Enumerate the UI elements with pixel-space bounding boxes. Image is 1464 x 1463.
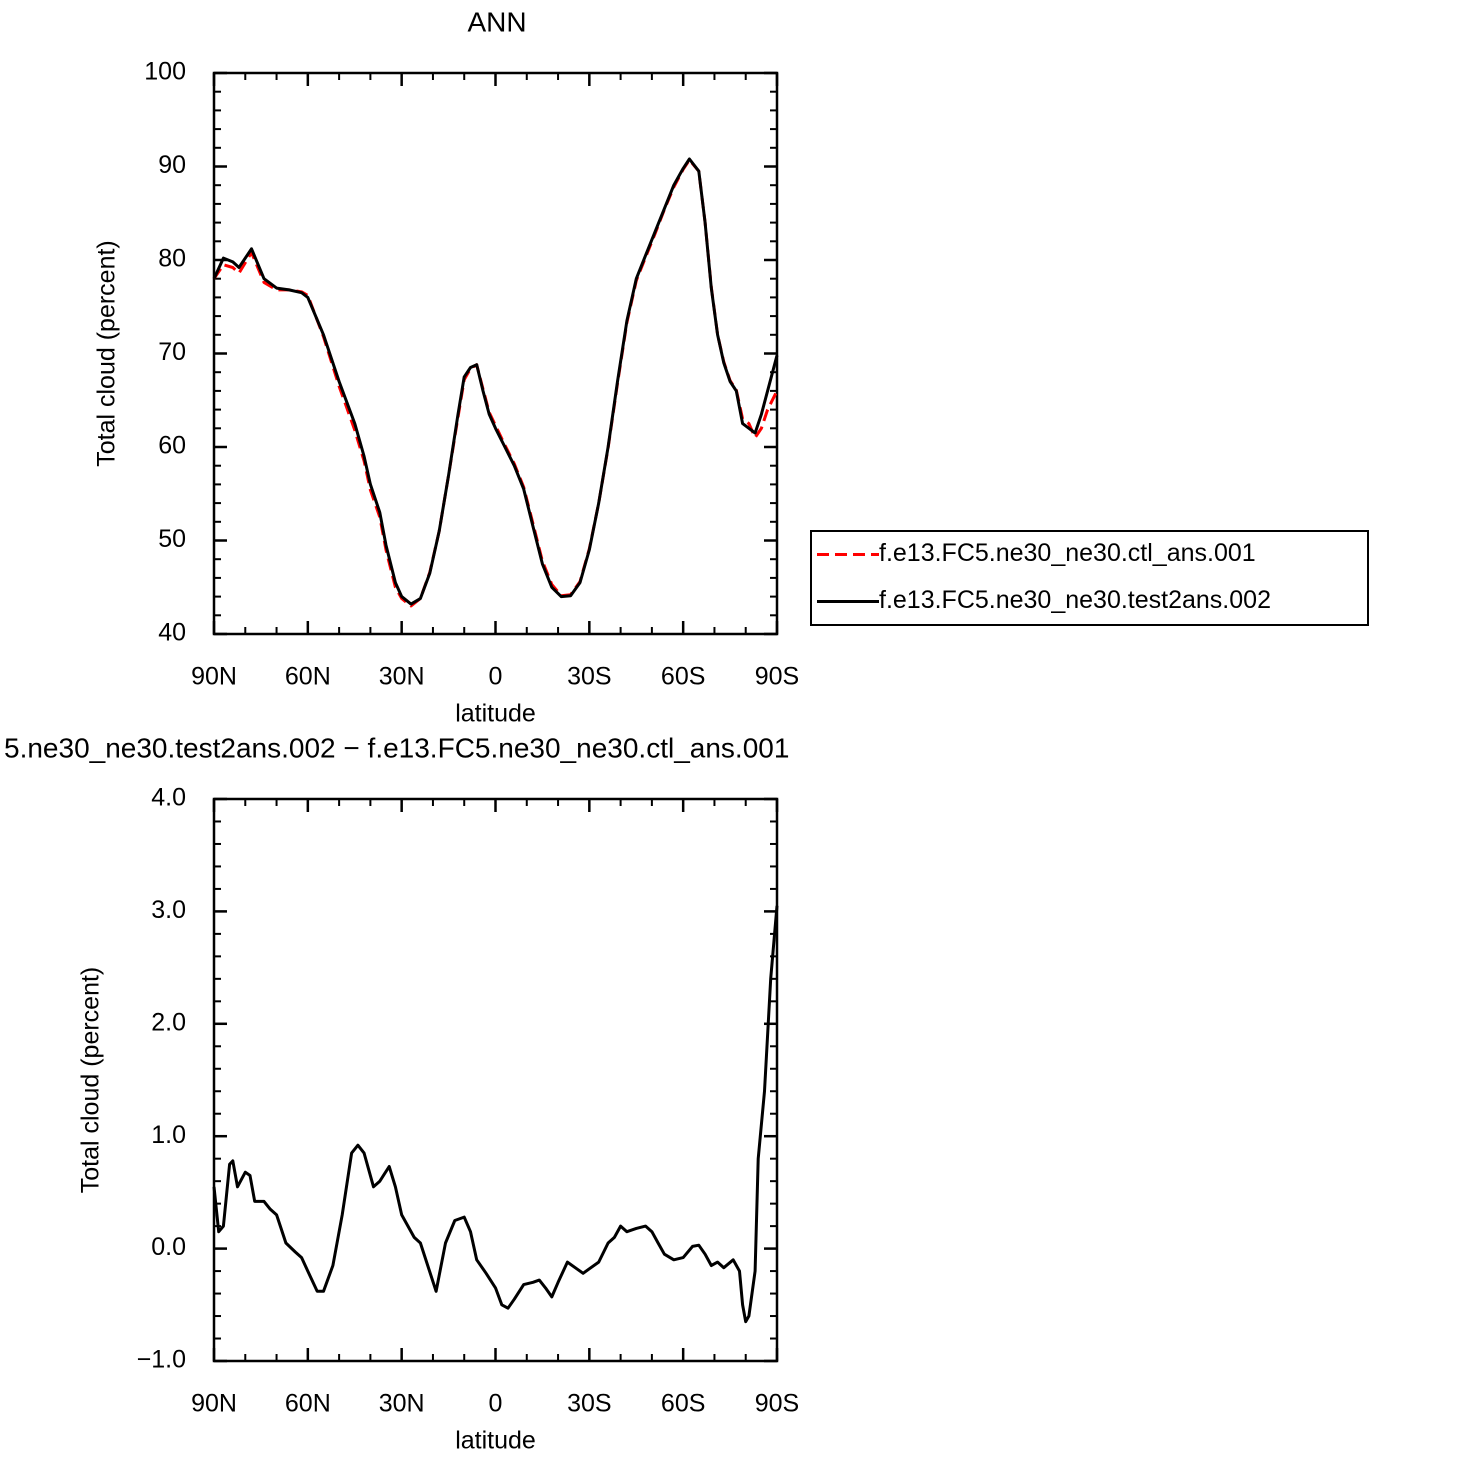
x-tick-label: 90S <box>755 1390 799 1418</box>
x-axis-label: latitude <box>455 1427 536 1455</box>
data-line <box>212 905 779 1324</box>
plot-frame <box>212 71 779 636</box>
y-tick-label: 90 <box>158 151 186 179</box>
y-axis-label: Total cloud (percent) <box>93 240 121 467</box>
chart-title: 5.ne30_ne30.test2ans.002 − f.e13.FC5.ne3… <box>4 732 789 763</box>
x-tick-label: 60N <box>285 1390 331 1418</box>
x-tick-label: 30S <box>567 1390 611 1418</box>
chart-title: ANN <box>467 6 526 37</box>
y-tick-label: −1.0 <box>137 1346 186 1374</box>
y-tick-label: 60 <box>158 432 186 460</box>
x-tick-label: 30N <box>379 663 425 691</box>
x-tick-label: 90N <box>191 663 237 691</box>
legend-label: f.e13.FC5.ne30_ne30.test2ans.002 <box>879 586 1271 614</box>
x-tick-label: 60S <box>661 663 705 691</box>
y-tick-label: 3.0 <box>151 896 186 924</box>
x-tick-label: 30S <box>567 663 611 691</box>
data-line <box>212 157 779 606</box>
legend-box <box>810 530 1369 626</box>
legend-label: f.e13.FC5.ne30_ne30.ctl_ans.001 <box>879 539 1256 567</box>
data-line <box>212 158 779 608</box>
y-tick-label: 2.0 <box>151 1008 186 1036</box>
x-tick-label: 90S <box>755 663 799 691</box>
y-tick-label: 50 <box>158 525 186 553</box>
x-tick-label: 60S <box>661 1390 705 1418</box>
y-tick-label: 4.0 <box>151 784 186 812</box>
x-tick-label: 90N <box>191 1390 237 1418</box>
y-tick-label: 80 <box>158 245 186 273</box>
y-tick-label: 40 <box>158 619 186 647</box>
y-tick-label: 0.0 <box>151 1233 186 1261</box>
x-axis-label: latitude <box>455 700 536 728</box>
x-tick-label: 0 <box>489 1390 503 1418</box>
y-axis-label: Total cloud (percent) <box>77 967 105 1194</box>
y-tick-label: 1.0 <box>151 1121 186 1149</box>
x-tick-label: 60N <box>285 663 331 691</box>
y-tick-label: 100 <box>144 58 186 86</box>
y-tick-label: 70 <box>158 338 186 366</box>
x-tick-label: 30N <box>379 1390 425 1418</box>
plot-frame <box>212 797 779 1363</box>
x-tick-label: 0 <box>489 663 503 691</box>
